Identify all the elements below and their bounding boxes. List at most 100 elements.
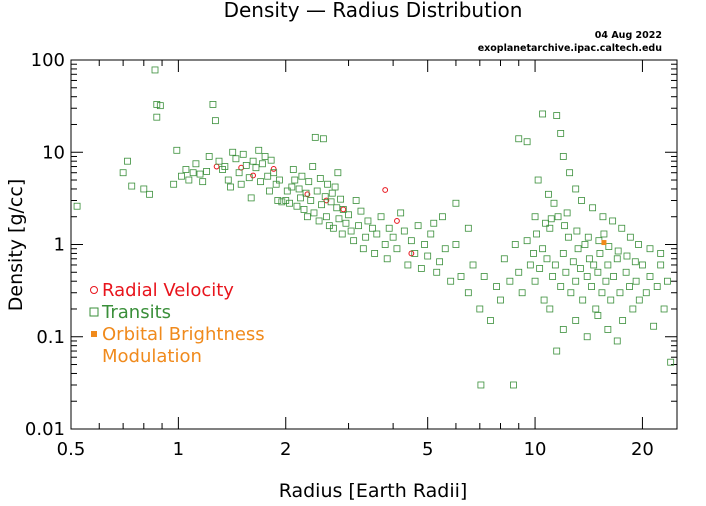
data-point — [209, 101, 217, 108]
data-point — [310, 209, 318, 217]
data-point — [347, 227, 355, 235]
data-point — [178, 172, 185, 180]
data-point — [430, 219, 438, 227]
data-point — [553, 347, 561, 355]
x-tick-label: 0.5 — [57, 439, 86, 460]
data-point — [424, 252, 432, 260]
data-point — [417, 265, 425, 272]
legend-marker — [89, 307, 99, 317]
data-point — [400, 227, 408, 235]
data-point — [321, 193, 329, 201]
data-point — [267, 156, 275, 164]
data-point — [291, 176, 299, 184]
data-point — [304, 191, 311, 198]
data-point — [364, 217, 372, 225]
data-point — [464, 224, 472, 232]
data-point — [203, 168, 211, 175]
data-point — [293, 202, 301, 210]
data-point — [352, 197, 360, 204]
data-point — [543, 255, 551, 263]
data-point — [480, 273, 488, 280]
y-tick-labels: 0.01 0.1 1 10 100 — [25, 50, 65, 440]
data-point — [323, 197, 330, 204]
data-point — [327, 198, 335, 206]
data-point — [441, 245, 449, 253]
data-point — [477, 381, 485, 389]
data-point — [199, 178, 207, 186]
data-point — [286, 199, 293, 207]
data-point — [342, 219, 350, 227]
data-point — [319, 135, 327, 143]
data-point — [594, 312, 602, 319]
data-point — [646, 245, 654, 253]
legend-marker — [90, 286, 98, 294]
data-point — [545, 190, 552, 198]
data-point — [464, 289, 472, 297]
data-point — [539, 245, 547, 253]
data-point — [572, 185, 580, 193]
data-point — [339, 206, 347, 213]
data-point — [616, 289, 624, 297]
data-point — [140, 185, 148, 193]
data-point — [583, 333, 591, 341]
data-point — [270, 165, 277, 172]
data-point — [618, 224, 626, 232]
data-point — [515, 135, 523, 143]
data-point — [235, 169, 243, 177]
data-point — [340, 206, 347, 213]
data-point — [554, 213, 562, 221]
data-point — [255, 146, 263, 154]
chart-title: Density — Radius Distribution — [224, 0, 523, 22]
data-point — [371, 250, 379, 257]
data-point — [476, 305, 484, 313]
data-point — [542, 219, 549, 227]
x-tick-label: 2 — [280, 439, 291, 460]
data-point — [534, 176, 542, 184]
data-point — [613, 255, 621, 263]
data-point — [329, 224, 337, 232]
data-point — [350, 237, 358, 245]
data-point — [381, 241, 389, 248]
data-point — [650, 322, 658, 330]
legend-label: Modulation — [102, 346, 202, 367]
data-point — [573, 227, 581, 235]
data-point — [322, 213, 330, 221]
data-point — [667, 358, 675, 366]
data-point — [224, 176, 232, 184]
data-point — [567, 289, 575, 297]
data-point — [551, 261, 559, 269]
data-point — [563, 209, 571, 217]
data-point — [557, 130, 565, 137]
data-point — [487, 317, 494, 324]
data-point — [511, 241, 519, 248]
data-point — [599, 213, 607, 221]
series-orbital-brightness-modulation — [601, 240, 607, 246]
data-point — [500, 255, 508, 263]
data-point — [536, 265, 544, 272]
data-point — [189, 169, 197, 177]
data-point — [385, 224, 393, 232]
data-point — [414, 222, 422, 230]
data-point — [397, 209, 405, 217]
data-point — [584, 233, 592, 241]
data-point — [589, 204, 597, 212]
data-point — [564, 233, 572, 241]
data-point — [614, 247, 622, 255]
data-point — [436, 258, 444, 266]
series-radial-velocity — [213, 163, 415, 257]
chart-source: exoplanetarchive.ipac.caltech.edu — [478, 43, 662, 54]
data-point — [660, 305, 668, 313]
data-point — [362, 233, 370, 241]
data-point — [572, 277, 580, 285]
data-point — [173, 146, 181, 154]
data-point — [493, 283, 500, 290]
data-point — [550, 199, 558, 207]
data-point — [635, 296, 643, 304]
data-point — [590, 261, 598, 269]
x-tick-label: 10 — [524, 439, 547, 460]
data-point — [452, 241, 460, 248]
legend-label: Radial Velocity — [102, 280, 234, 301]
data-point — [333, 204, 341, 212]
y-tick-label: 10 — [42, 142, 65, 163]
